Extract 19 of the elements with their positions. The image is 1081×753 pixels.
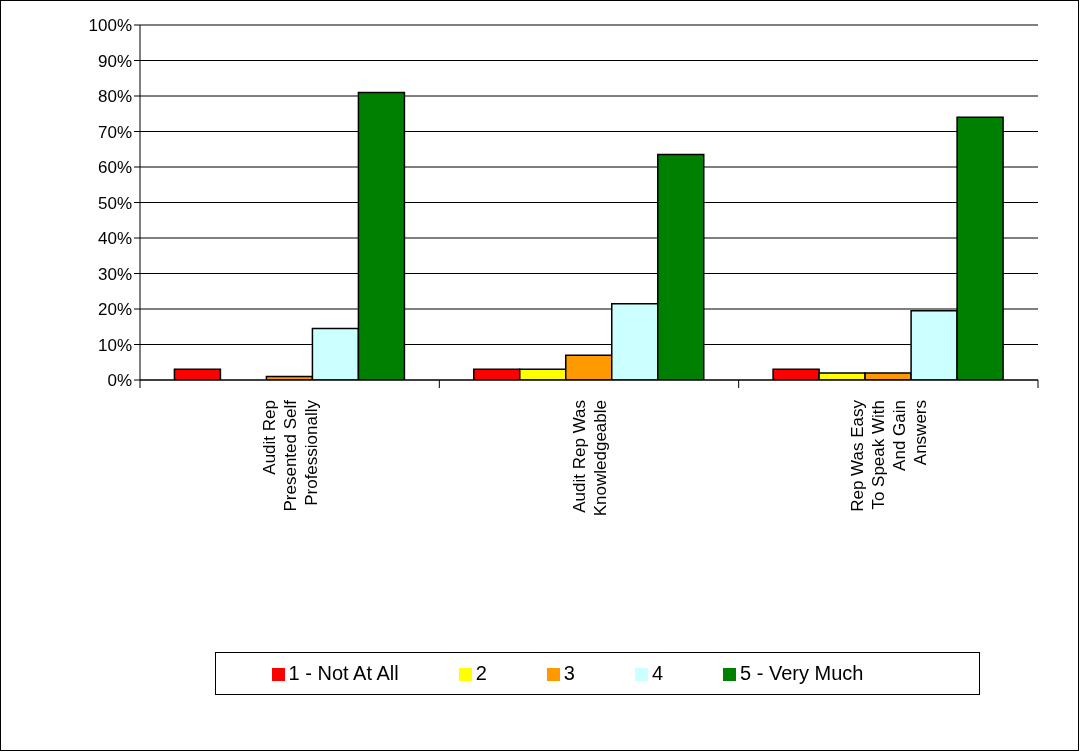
x-tick-label: Rep Was Easy To Speak With And Gain Answers bbox=[847, 399, 930, 512]
y-tick-label: 10% bbox=[97, 335, 132, 355]
legend-label: 3 bbox=[563, 662, 575, 684]
legend-label: 2 bbox=[475, 662, 487, 684]
x-tick-label: Audit Rep Was Knowledgeable bbox=[569, 400, 610, 517]
y-tick-label: 0% bbox=[107, 371, 132, 391]
y-tick-label: 90% bbox=[97, 51, 132, 71]
y-tick-label: 50% bbox=[97, 193, 132, 213]
legend-label: 1 - Not At All bbox=[288, 662, 399, 684]
y-tick-label: 60% bbox=[97, 158, 132, 178]
legend-label: 4 bbox=[651, 662, 664, 684]
y-tick-label: 20% bbox=[97, 300, 132, 320]
y-tick-label: 100% bbox=[88, 16, 132, 36]
y-tick-label: 80% bbox=[97, 87, 132, 107]
y-tick-label: 40% bbox=[97, 229, 132, 249]
y-tick-label: 70% bbox=[97, 122, 132, 142]
y-tick-label: 30% bbox=[97, 264, 132, 284]
legend-label: 5 - Very Much bbox=[740, 662, 864, 684]
x-tick-label: Audit Rep Presented Self Professionally bbox=[259, 399, 321, 512]
